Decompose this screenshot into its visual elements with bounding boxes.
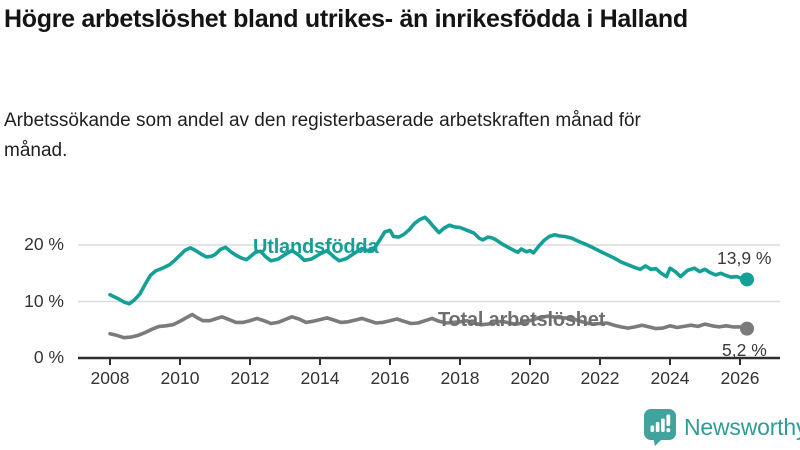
y-tick-label: 20 %: [24, 234, 64, 254]
series-line: [108, 312, 749, 340]
x-tick-label: 2016: [370, 368, 410, 388]
newsworthy-logo-text: Newsworthy: [684, 413, 800, 440]
page-title: Högre arbetslöshet bland utrikes- än inr…: [4, 5, 688, 33]
y-tick-label: 0 %: [33, 347, 64, 367]
end-value-total: 5,2 %: [722, 340, 767, 360]
x-tick-label: 2010: [160, 368, 200, 388]
y-tick-label: 10 %: [24, 290, 64, 311]
x-tick-label: 2008: [90, 368, 130, 388]
bar-chart-speech-bubble-icon: [643, 408, 677, 446]
end-value-utlandsfodda: 13,9 %: [717, 248, 772, 268]
series-label-utlandsfodda: Utlandsfödda: [253, 236, 379, 258]
x-tick-label: 2024: [650, 368, 690, 388]
series-end-dot: [740, 272, 754, 287]
x-tick-label: 2014: [300, 368, 340, 388]
page-subtitle: Arbetssökande som andel av den registerb…: [4, 110, 641, 162]
x-tick-label: 2012: [230, 368, 270, 388]
x-tick-label: 2018: [440, 368, 480, 388]
x-tick-label: 2026: [720, 368, 760, 388]
series-end-dot: [740, 321, 754, 336]
x-tick-label: 2022: [580, 368, 620, 388]
newsworthy-logo[interactable]: Newsworthy: [643, 408, 800, 446]
x-tick-label: 2020: [510, 368, 550, 388]
series-line: [108, 215, 749, 306]
series-label-total-arbetsloshet: Total arbetslöshet: [438, 309, 606, 331]
